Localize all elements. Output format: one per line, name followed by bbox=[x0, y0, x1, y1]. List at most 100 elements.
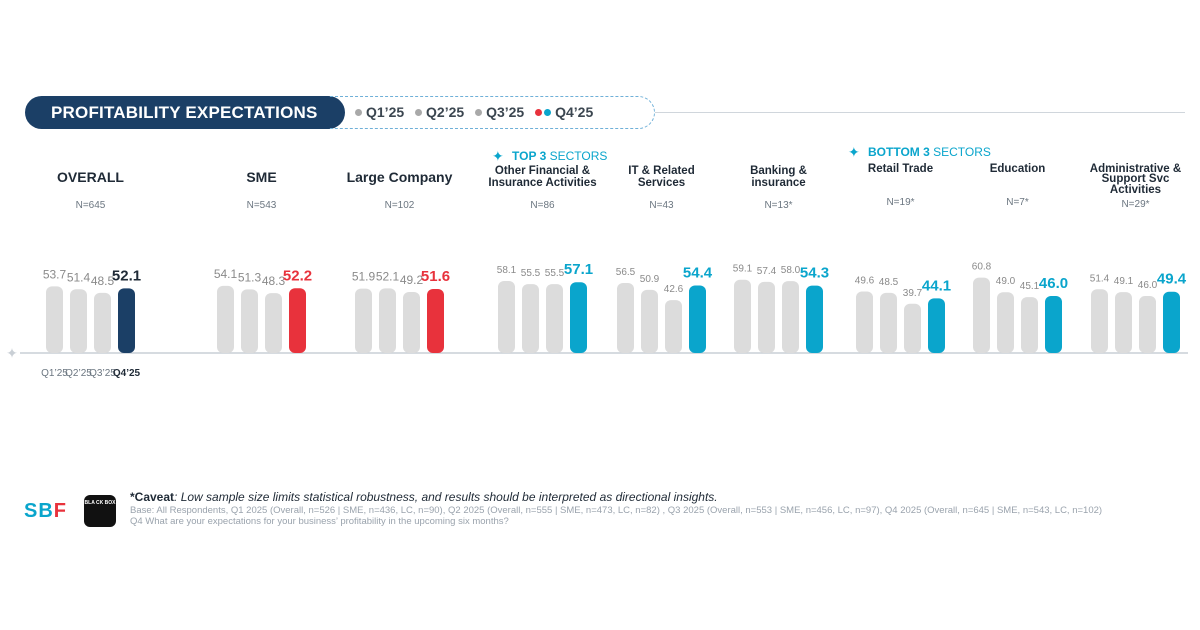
bottom3-sectors-label: BOTTOM 3 SECTORS bbox=[868, 145, 991, 159]
legend-frame bbox=[330, 96, 655, 129]
data-label: 49.1 bbox=[1114, 276, 1134, 287]
data-label: 54.1 bbox=[214, 267, 238, 281]
data-label: 48.5 bbox=[879, 277, 899, 288]
legend-item-q4: Q4’25 bbox=[535, 104, 593, 120]
blackbox-logo: BLA CK BOX bbox=[84, 495, 116, 527]
group-title: Retail Trade bbox=[868, 163, 933, 175]
group-title: Education bbox=[990, 163, 1046, 175]
bar bbox=[689, 285, 706, 353]
group-title: insurance bbox=[751, 177, 805, 189]
data-label: 54.4 bbox=[683, 265, 713, 282]
bar bbox=[241, 289, 258, 353]
data-label: 49.0 bbox=[996, 276, 1016, 287]
data-label: 49.6 bbox=[855, 275, 875, 286]
bar bbox=[880, 292, 897, 353]
legend: Q1’25 Q2’25 Q3’25 Q4’25 bbox=[355, 104, 600, 120]
sample-size: N=13* bbox=[764, 200, 792, 211]
sparkle-icon: ✦ bbox=[6, 345, 18, 361]
group-title: Activities bbox=[1110, 184, 1161, 196]
sparkle-icon: ✦ bbox=[848, 144, 860, 160]
bar bbox=[355, 288, 372, 353]
data-label: 60.8 bbox=[972, 262, 992, 273]
data-label: 48.3 bbox=[262, 274, 286, 288]
bar bbox=[570, 282, 587, 353]
data-label: 46.0 bbox=[1138, 280, 1158, 291]
legend-item-q3: Q3’25 bbox=[475, 104, 524, 120]
data-label: 53.7 bbox=[43, 267, 67, 281]
bar bbox=[46, 286, 63, 353]
legend-dot-icon bbox=[355, 108, 362, 116]
bar bbox=[94, 292, 111, 353]
bar bbox=[904, 303, 921, 353]
sample-size: N=543 bbox=[247, 200, 277, 211]
top3-sectors-label: TOP 3 SECTORS bbox=[512, 149, 607, 163]
bar bbox=[379, 288, 396, 353]
legend-dot-blue-icon bbox=[544, 108, 552, 116]
group-title: Banking & bbox=[750, 165, 807, 177]
data-label: 46.0 bbox=[1039, 275, 1068, 292]
data-label: 50.9 bbox=[640, 274, 660, 285]
sample-size: N=19* bbox=[886, 197, 914, 208]
bar bbox=[427, 289, 444, 353]
sample-size: N=29* bbox=[1121, 199, 1149, 210]
data-label: 55.5 bbox=[521, 268, 541, 279]
data-label: 52.1 bbox=[112, 267, 141, 284]
sbf-logo: SBF bbox=[24, 500, 68, 522]
sample-size: N=645 bbox=[76, 200, 106, 211]
bar bbox=[265, 293, 282, 353]
data-label: 54.3 bbox=[800, 265, 829, 282]
data-label: 44.1 bbox=[922, 277, 951, 294]
legend-dot-icon bbox=[415, 108, 423, 116]
x-tick-label: Q2’25 bbox=[65, 368, 92, 379]
data-label: 51.4 bbox=[67, 270, 91, 284]
bar bbox=[973, 277, 990, 353]
bar bbox=[665, 300, 682, 353]
data-label: 58.1 bbox=[497, 265, 517, 276]
bar bbox=[1045, 295, 1062, 353]
data-label: 51.9 bbox=[352, 270, 376, 284]
footer-notes: *Caveat: Low sample size limits statisti… bbox=[130, 490, 1110, 527]
bar bbox=[1091, 289, 1108, 353]
group-title: Insurance Activities bbox=[488, 177, 596, 189]
bar bbox=[758, 281, 775, 353]
bar bbox=[403, 291, 420, 353]
group-title: Administrative & bbox=[1090, 163, 1181, 175]
bar bbox=[70, 289, 87, 353]
bar bbox=[1021, 297, 1038, 353]
data-label: 51.6 bbox=[421, 268, 450, 285]
page-title: PROFITABILITY EXPECTATIONS bbox=[25, 96, 345, 129]
data-label: 49.4 bbox=[1157, 271, 1187, 288]
data-label: 52.2 bbox=[283, 267, 312, 284]
data-label: 49.2 bbox=[400, 273, 424, 287]
bar bbox=[289, 288, 306, 353]
x-tick-label: Q3’25 bbox=[89, 368, 116, 379]
data-label: 58.0 bbox=[781, 265, 801, 276]
caveat-note: *Caveat: Low sample size limits statisti… bbox=[130, 490, 718, 504]
bar bbox=[1139, 295, 1156, 353]
data-label: 52.1 bbox=[376, 269, 400, 283]
question-note: Q4 What are your expectations for your b… bbox=[130, 516, 509, 527]
bar bbox=[806, 285, 823, 353]
data-label: 45.1 bbox=[1020, 281, 1040, 292]
data-label: 59.1 bbox=[733, 264, 753, 275]
data-label: 39.7 bbox=[903, 288, 923, 299]
bar bbox=[1115, 292, 1132, 353]
group-title: SME bbox=[246, 169, 276, 185]
group-title: Large Company bbox=[347, 169, 453, 185]
group-title: IT & Related bbox=[628, 165, 694, 177]
bar bbox=[498, 280, 515, 353]
data-label: 56.5 bbox=[616, 267, 636, 278]
bar bbox=[546, 284, 563, 353]
data-label: 55.5 bbox=[545, 268, 565, 279]
group-title: Services bbox=[638, 177, 685, 189]
data-label: 51.4 bbox=[1090, 273, 1110, 284]
data-label: 57.1 bbox=[564, 261, 593, 278]
sparkle-icon: ✦ bbox=[492, 148, 504, 164]
bar bbox=[856, 291, 873, 353]
group-title: OVERALL bbox=[57, 169, 124, 185]
group-title: Support Svc bbox=[1102, 173, 1170, 185]
legend-item-q1: Q1’25 bbox=[355, 104, 404, 120]
group-title: Other Financial & bbox=[495, 165, 590, 177]
bar bbox=[617, 282, 634, 353]
